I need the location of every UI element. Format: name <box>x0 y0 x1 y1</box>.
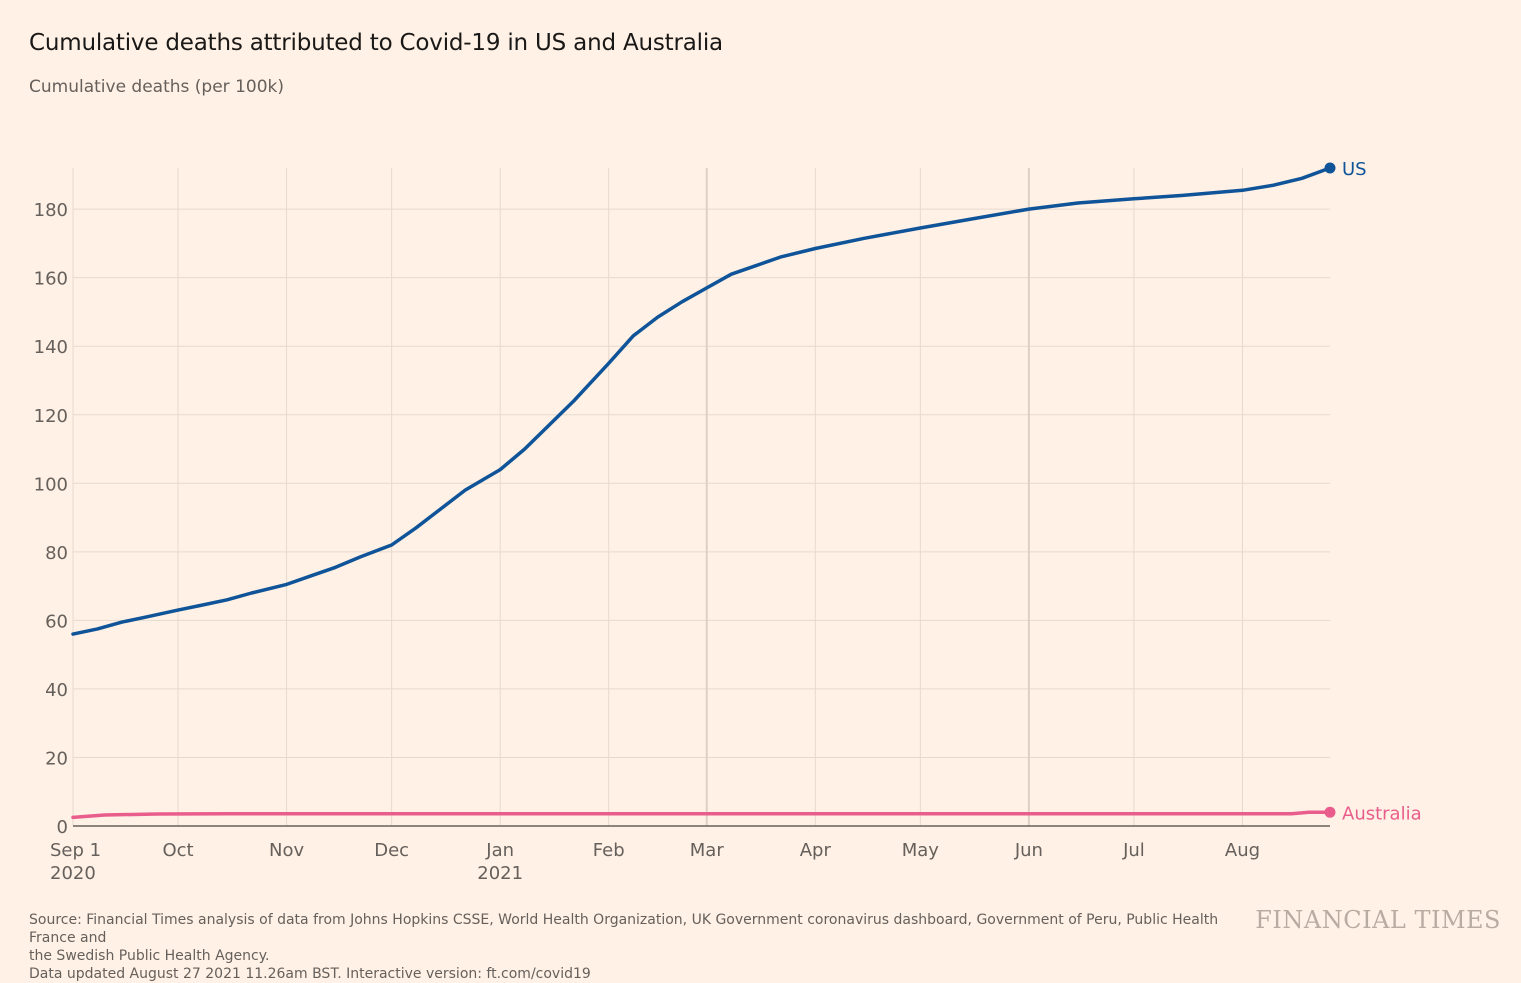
grid <box>72 168 1330 827</box>
chart-title: Cumulative deaths attributed to Covid-19… <box>29 30 723 56</box>
source-note: Source: Financial Times analysis of data… <box>29 912 1219 946</box>
y-tick-label: 80 <box>45 543 68 564</box>
ft-logo: FINANCIAL TIMES <box>1255 906 1501 934</box>
series-labels: US Australia <box>1342 159 1422 824</box>
y-tick-label: 20 <box>45 748 68 769</box>
y-tick-label: 60 <box>45 611 68 632</box>
series-label-australia: Australia <box>1342 803 1422 824</box>
y-tick-label: 100 <box>34 474 68 495</box>
y-tick-label: 160 <box>34 269 68 290</box>
y-tick-label: 120 <box>34 406 68 427</box>
update-note: Data updated August 27 2021 11.26am BST.… <box>29 966 591 982</box>
x-tick-label: Dec <box>374 840 409 861</box>
x-tick-label: Nov <box>269 840 304 861</box>
series-end-marker-australia <box>1324 806 1336 818</box>
x-tick-label: Aug <box>1225 840 1260 861</box>
source-note-continued: the Swedish Public Health Agency. <box>29 948 270 964</box>
series-end-marker-us <box>1324 162 1336 174</box>
y-tick-label: 0 <box>57 817 68 838</box>
x-tick-label: Sep 1 <box>50 840 101 861</box>
x-tick-year-label: 2020 <box>50 863 96 884</box>
x-tick-label: Jun <box>1014 840 1043 861</box>
chart-subtitle: Cumulative deaths (per 100k) <box>29 77 284 97</box>
y-tick-label: 180 <box>34 200 68 221</box>
series-line-us <box>71 166 1332 636</box>
series-label-us: US <box>1342 159 1367 180</box>
x-tick-label: Apr <box>800 840 832 861</box>
x-tick-label: Mar <box>690 840 725 861</box>
x-tick-label: Jan <box>485 840 514 861</box>
series-lines <box>71 162 1336 820</box>
y-axis: 0 20 40 60 80 100 120 140 160 180 <box>34 200 68 838</box>
x-tick-label: Jul <box>1122 840 1145 861</box>
y-tick-label: 40 <box>45 680 68 701</box>
series-line-australia <box>71 810 1332 820</box>
x-tick-label: May <box>902 840 940 861</box>
y-tick-label: 140 <box>34 337 68 358</box>
x-tick-year-label: 2021 <box>477 863 523 884</box>
chart-footer: Source: Financial Times analysis of data… <box>29 911 1259 983</box>
x-tick-label: Feb <box>593 840 625 861</box>
x-tick-label: Oct <box>162 840 193 861</box>
